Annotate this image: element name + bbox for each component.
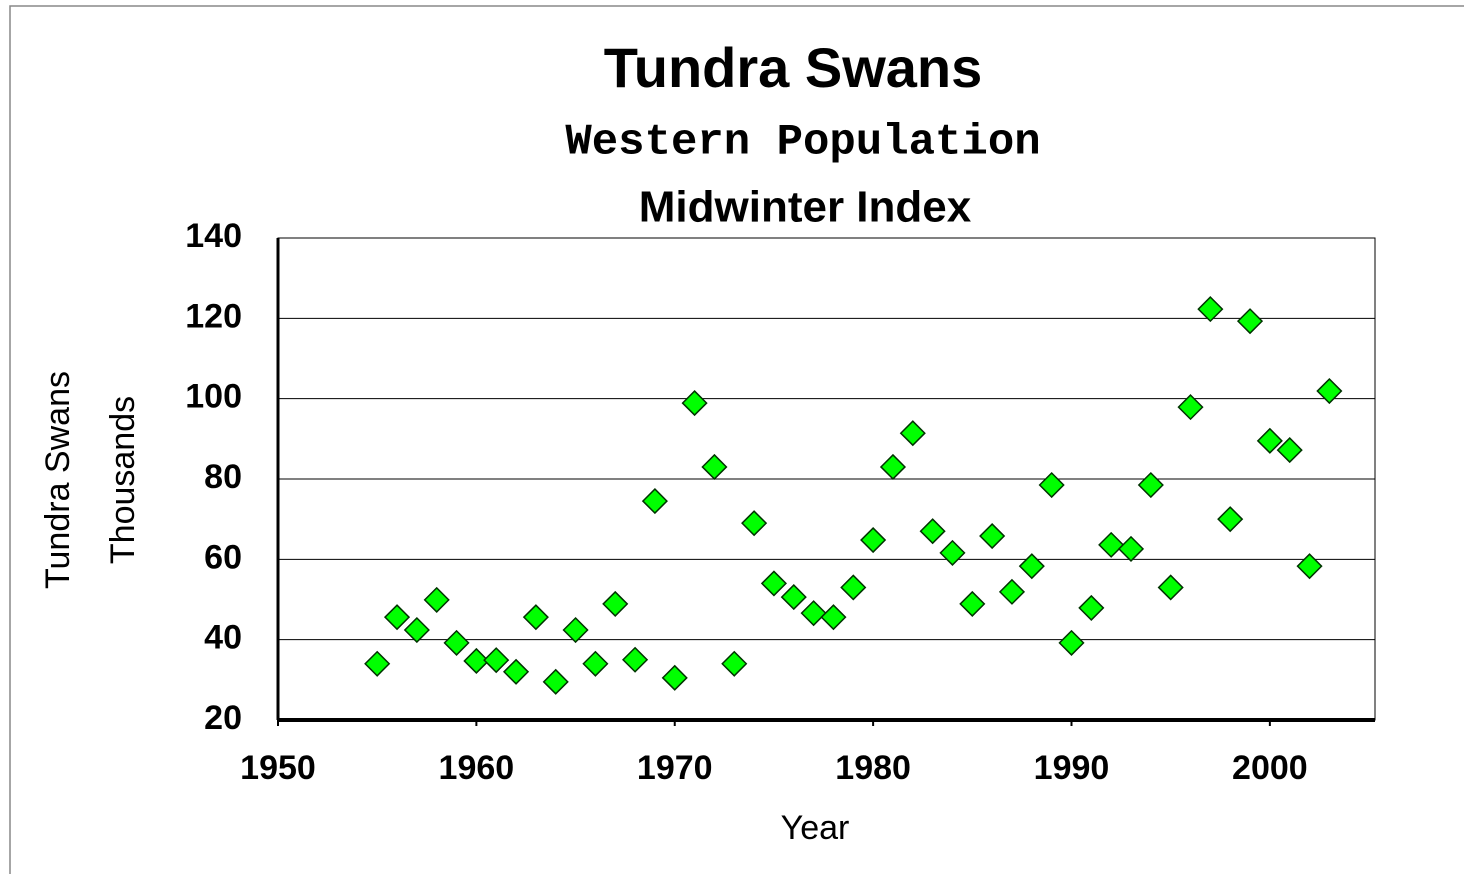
point	[741, 510, 768, 537]
y-axis-label: Thousands	[104, 396, 142, 564]
x-tick-label: 1950	[240, 749, 316, 787]
point	[780, 584, 807, 611]
point	[1018, 553, 1045, 580]
point	[542, 668, 569, 695]
point	[1117, 535, 1145, 562]
point	[860, 526, 887, 554]
point	[1276, 437, 1303, 464]
point	[820, 604, 847, 631]
point	[1236, 308, 1264, 335]
point	[483, 647, 510, 674]
y-tick-label: 100	[185, 378, 242, 416]
point	[403, 616, 430, 644]
y-tick-label: 80	[204, 458, 242, 496]
point	[998, 578, 1026, 605]
y-tick-label: 60	[204, 538, 242, 576]
point	[423, 586, 450, 613]
point	[383, 604, 411, 631]
y-tick-label: 120	[185, 297, 242, 335]
point	[1058, 629, 1085, 656]
x-axis-label: Year	[781, 809, 850, 847]
point	[1098, 531, 1125, 558]
point	[879, 453, 907, 481]
chart-subtitle: Western Population	[565, 118, 1040, 168]
point	[463, 647, 490, 675]
point	[443, 629, 470, 656]
y-tick-label: 40	[204, 619, 242, 657]
y-tick-label: 20	[204, 699, 242, 737]
point	[979, 522, 1006, 550]
point	[959, 590, 986, 617]
point	[760, 570, 787, 597]
point	[641, 488, 668, 515]
point	[681, 390, 708, 417]
point	[1197, 296, 1224, 323]
point	[1157, 574, 1184, 601]
point	[661, 664, 688, 691]
point	[1137, 471, 1164, 499]
point	[919, 518, 946, 545]
point	[1177, 394, 1204, 421]
y-axis-label: Tundra Swans	[39, 371, 77, 589]
x-tick-label: 1960	[439, 749, 515, 787]
point	[582, 650, 609, 677]
point	[800, 600, 827, 627]
point	[502, 658, 530, 685]
chart-subtitle: Midwinter Index	[639, 183, 972, 232]
point	[364, 650, 391, 677]
point	[840, 574, 867, 601]
point	[602, 590, 629, 617]
point	[1078, 594, 1105, 621]
point	[1256, 427, 1283, 454]
point	[622, 646, 649, 673]
point	[1217, 506, 1244, 533]
point	[1316, 377, 1343, 405]
frame	[9, 5, 1464, 874]
y-tick-label: 140	[185, 217, 242, 255]
x-tick-label: 1990	[1034, 749, 1110, 787]
point	[522, 604, 549, 631]
point	[562, 616, 589, 644]
x-tick-label: 2000	[1232, 749, 1308, 787]
point	[721, 650, 748, 677]
point	[899, 420, 926, 447]
point	[1296, 553, 1323, 580]
x-tick-label: 1970	[637, 749, 713, 787]
chart-title: Tundra Swans	[604, 36, 983, 99]
x-tick-label: 1980	[835, 749, 911, 787]
point	[939, 539, 966, 566]
point	[1038, 471, 1065, 499]
point	[701, 453, 728, 481]
